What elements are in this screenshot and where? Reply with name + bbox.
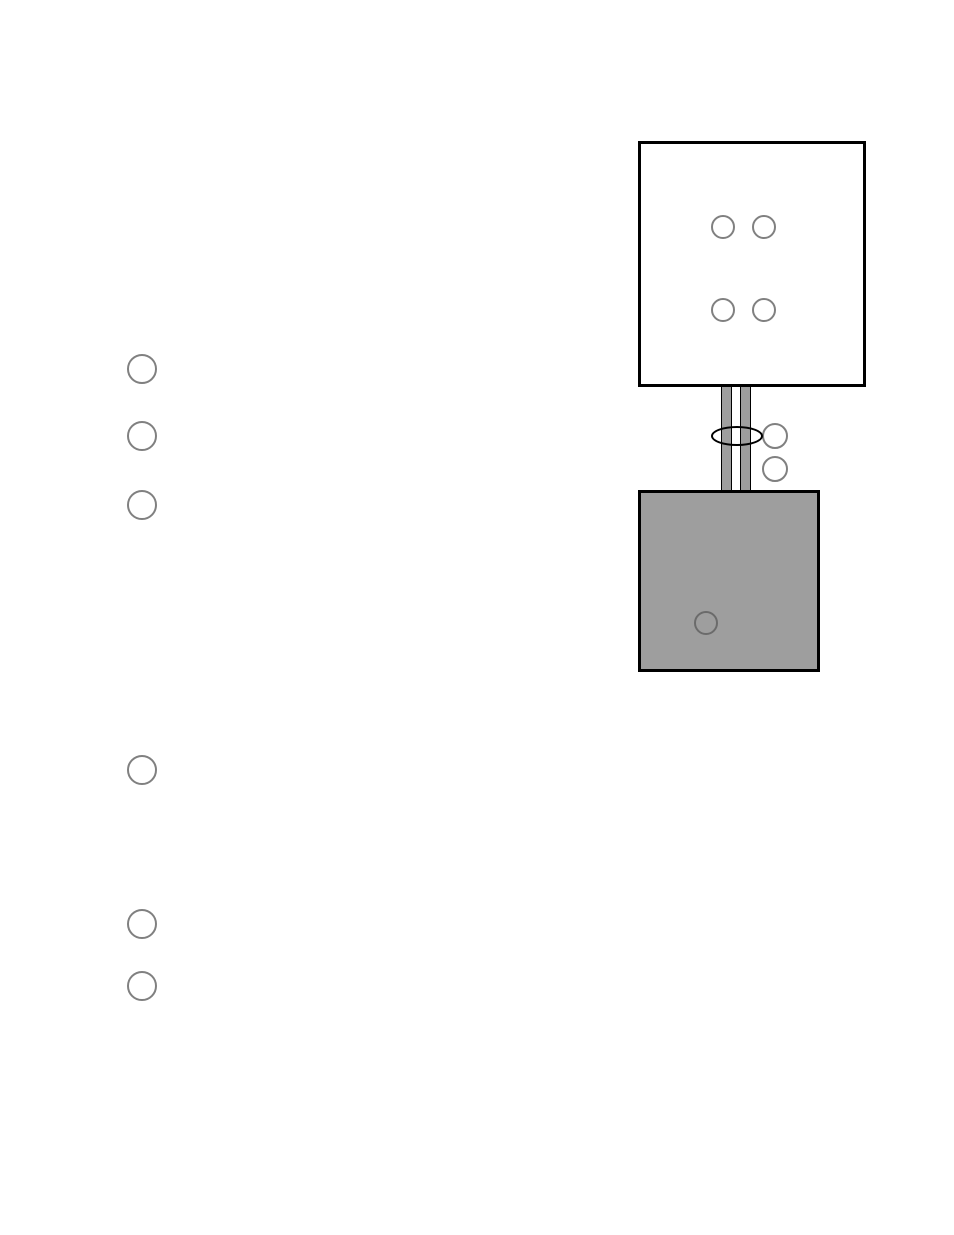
indicator-circle-1 (127, 354, 157, 384)
indicator-circle-3 (127, 490, 157, 520)
upper-enclosure (638, 141, 866, 387)
indicator-circle-2 (127, 421, 157, 451)
upper-port-bottom-left (711, 298, 735, 322)
connector-clamp (711, 426, 763, 446)
indicator-circle-4 (127, 755, 157, 785)
connector-side-circle-upper (762, 423, 788, 449)
upper-port-top-right (752, 215, 776, 239)
indicator-circle-5 (127, 909, 157, 939)
lower-port (694, 611, 718, 635)
lower-enclosure (638, 490, 820, 672)
upper-port-top-left (711, 215, 735, 239)
connector-side-circle-lower (762, 456, 788, 482)
upper-port-bottom-right (752, 298, 776, 322)
indicator-circle-6 (127, 971, 157, 1001)
